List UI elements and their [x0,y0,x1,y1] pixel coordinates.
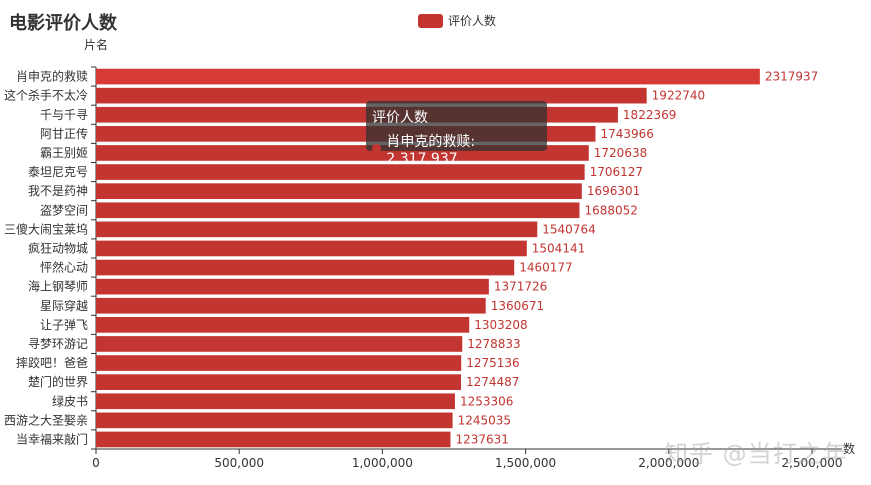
x-tick-label: 2,000,000 [638,456,699,470]
data-label: 1822369 [623,108,676,122]
data-label: 1275136 [466,356,519,370]
bar [96,412,453,429]
data-label: 1720638 [594,146,647,160]
x-tick-label: 1,500,000 [495,456,556,470]
y-tick-label: 阿甘正传 [40,126,88,141]
data-label: 1540764 [542,222,595,236]
bar [96,202,580,219]
data-label: 1371726 [494,280,547,294]
data-label: 1253306 [460,394,513,408]
y-tick-label: 肖申克的救赎 [16,69,88,84]
tooltip-marker [372,144,382,154]
bar [96,317,470,333]
chart-title: 电影评价人数 [9,13,117,34]
data-label: 1743966 [600,127,653,141]
x-tick-label: 500,000 [214,456,264,470]
data-label: 1460177 [519,261,572,275]
data-label: 1504141 [532,241,585,255]
data-label: 1278833 [467,337,520,351]
bar [96,221,538,238]
y-tick-label: 绿皮书 [52,393,88,408]
bar [96,87,647,104]
bar [96,336,463,352]
bar [96,355,462,371]
data-label: 1360671 [491,299,544,313]
x-axis-name: 数 [843,441,855,456]
bar [96,164,585,180]
data-label: 1237631 [455,432,508,446]
data-label: 1245035 [458,413,511,427]
legend-swatch[interactable] [418,13,443,28]
bar [96,240,527,257]
data-label: 1706127 [590,165,643,179]
y-tick-label: 疯狂动物城 [28,240,88,255]
x-tick-label: 1,000,000 [352,456,413,470]
bar [96,68,760,85]
y-tick-label: 霸王别姬 [40,146,88,160]
data-label: 2317937 [765,70,818,84]
tooltip-title: 评价人数 [372,110,428,126]
bar [96,374,462,390]
y-tick-label: 盗梦空间 [40,202,88,217]
y-axis-name: 片名 [84,37,108,52]
data-label: 1688052 [584,203,637,217]
y-tick-label: 怦然心动 [40,260,88,275]
tooltip: 评价人数 肖申克的救赎: 2,317,937 [366,101,547,167]
y-tick-label: 楚门的世界 [28,374,88,389]
y-tick-label: 让子弹飞 [40,318,88,332]
x-tick-label: 0 [92,456,100,470]
legend-label[interactable]: 评价人数 [448,14,497,28]
y-tick-label: 海上钢琴师 [28,279,88,294]
tooltip-text: 肖申克的救赎: 2,317,937 [386,134,476,167]
data-label: 1303208 [474,318,527,332]
bar [96,431,451,448]
data-label: 1922740 [652,89,705,103]
y-tick-label: 摔跤吧！爸爸 [16,355,88,370]
legend[interactable]: 评价人数 [418,12,496,29]
watermark: 知乎 @当打之年 [664,440,848,468]
y-tick-label: 这个杀手不太冷 [4,88,88,103]
y-tick-label: 寻梦环游记 [28,337,88,351]
bar [96,393,455,410]
y-tick-label: 千与千寻 [40,108,88,122]
data-label: 1696301 [587,184,640,198]
tooltip-row: 肖申克的救赎: 2,317,937 [372,131,541,167]
y-tick-label: 三傻大闹宝莱坞 [4,221,88,236]
data-label: 1274487 [466,375,519,389]
bar [96,297,486,314]
x-tick-label: 2,500,000 [781,456,842,470]
bar [96,278,489,295]
y-tick-label: 泰坦尼克号 [28,165,88,179]
y-tick-label: 当幸福来敲门 [16,431,88,446]
bar [96,259,515,276]
y-tick-label: 西游之大圣娶亲 [4,413,88,427]
bar [96,183,582,199]
y-tick-label: 星际穿越 [40,298,88,313]
y-tick-label: 我不是药神 [28,184,88,198]
